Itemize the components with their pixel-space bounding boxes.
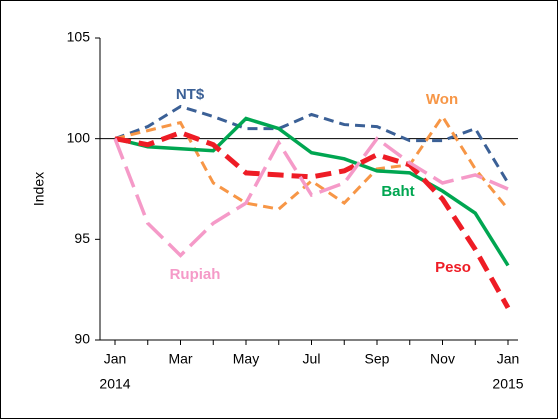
- y-axis-label: Index: [31, 172, 47, 206]
- series-label: Peso: [435, 259, 471, 276]
- series-line: [113, 136, 509, 258]
- series-line: [114, 104, 510, 184]
- x-sublabel: 2015: [492, 376, 523, 392]
- series-line: [114, 113, 510, 211]
- y-tick-label: 105: [67, 29, 91, 45]
- x-tick-label: Nov: [430, 351, 455, 367]
- series-label: Baht: [381, 183, 414, 200]
- series-label: Rupiah: [170, 266, 221, 283]
- y-tick-label: 95: [74, 230, 90, 246]
- x-sublabel: 2014: [99, 376, 130, 392]
- series-line: [114, 129, 511, 310]
- x-tick-label: Jan: [104, 351, 127, 367]
- series-label: NT$: [176, 86, 205, 103]
- x-tick-label: Mar: [168, 351, 192, 367]
- x-tick-label: Jul: [303, 351, 321, 367]
- x-tick-label: Jan: [497, 351, 520, 367]
- series-label: Won: [426, 91, 458, 108]
- series-line: [114, 116, 510, 267]
- y-tick-label: 90: [74, 331, 90, 347]
- x-tick-label: Sep: [365, 351, 390, 367]
- x-tick-label: May: [233, 351, 259, 367]
- y-tick-label: 100: [67, 129, 91, 145]
